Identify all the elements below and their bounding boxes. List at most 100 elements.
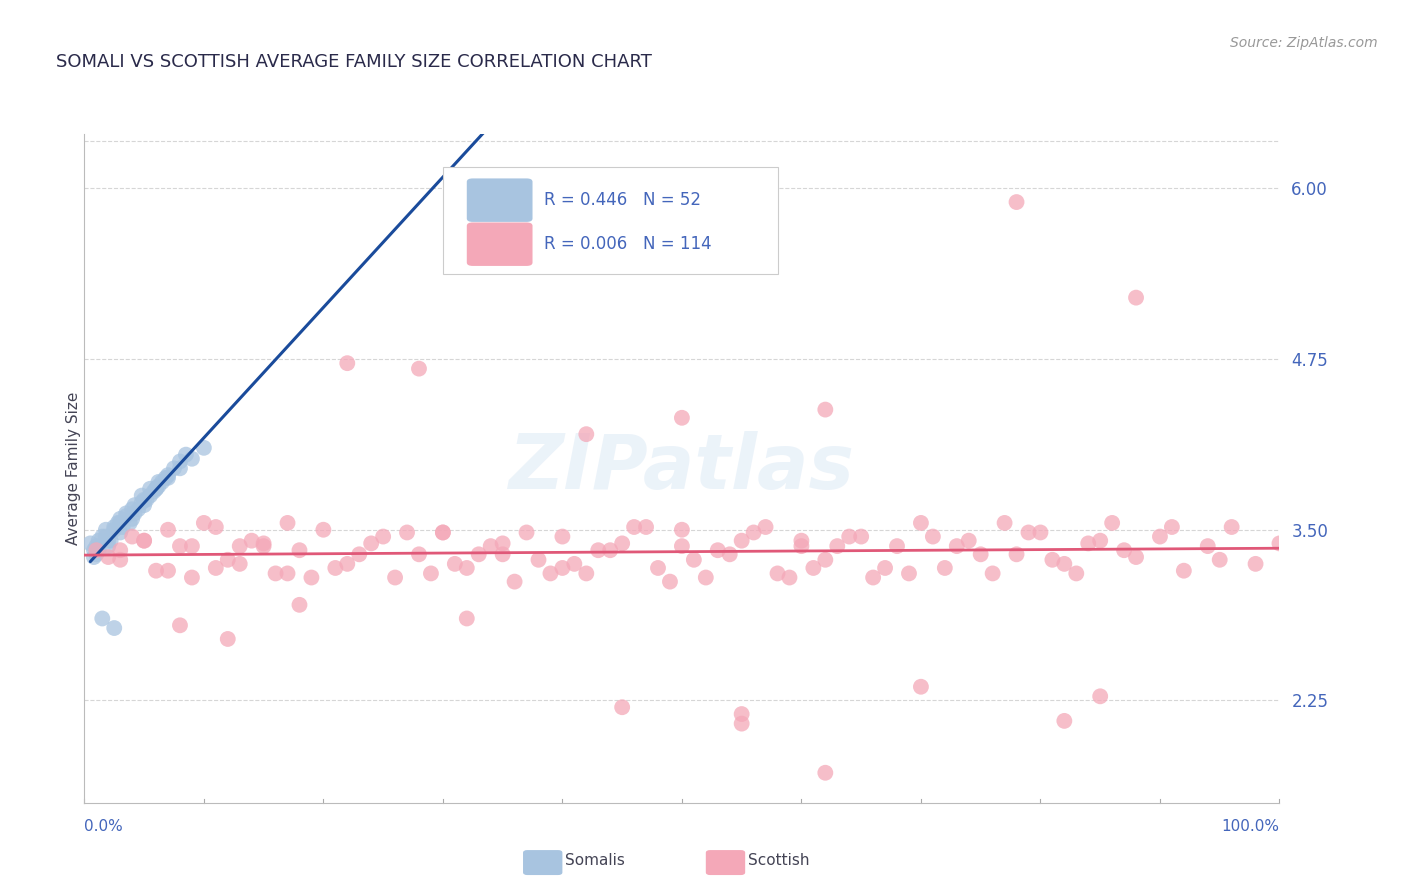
Point xyxy=(801,561,824,575)
Point xyxy=(540,566,562,581)
Point xyxy=(814,402,837,417)
Point xyxy=(180,451,202,466)
Point xyxy=(1160,520,1182,534)
Point xyxy=(288,598,311,612)
Point xyxy=(87,533,110,548)
Point xyxy=(169,454,191,468)
Point xyxy=(107,516,129,530)
Point xyxy=(139,482,162,496)
Point xyxy=(671,523,693,537)
Point xyxy=(1149,530,1171,544)
Point xyxy=(205,561,228,575)
Point xyxy=(875,561,897,575)
Point xyxy=(731,533,754,548)
Point xyxy=(910,680,932,694)
Point xyxy=(97,549,120,564)
Point xyxy=(312,523,335,537)
Text: Source: ZipAtlas.com: Source: ZipAtlas.com xyxy=(1230,36,1378,50)
Point xyxy=(384,570,406,584)
Point xyxy=(970,547,993,561)
Point xyxy=(408,547,430,561)
Point xyxy=(97,539,120,553)
Point xyxy=(551,530,574,544)
Point xyxy=(1197,539,1219,553)
Point xyxy=(432,525,454,540)
Point xyxy=(1053,714,1076,728)
Point xyxy=(142,484,165,499)
Text: R = 0.446   N = 52: R = 0.446 N = 52 xyxy=(544,191,702,209)
Point xyxy=(516,525,538,540)
Point xyxy=(1244,557,1267,571)
Point xyxy=(86,547,108,561)
Point xyxy=(610,536,633,550)
FancyBboxPatch shape xyxy=(467,222,533,266)
Point xyxy=(150,475,173,489)
Point xyxy=(1088,533,1111,548)
Point xyxy=(86,539,108,553)
Point xyxy=(110,512,132,526)
Point xyxy=(766,566,789,581)
Text: R = 0.006   N = 114: R = 0.006 N = 114 xyxy=(544,235,711,253)
Point xyxy=(957,533,980,548)
Point xyxy=(1018,525,1040,540)
Point xyxy=(121,530,143,544)
Point xyxy=(157,564,180,578)
Text: Somalis: Somalis xyxy=(565,854,626,868)
Point xyxy=(838,530,860,544)
Point xyxy=(444,557,467,571)
Point xyxy=(588,543,610,558)
Point xyxy=(169,539,191,553)
Point xyxy=(467,547,491,561)
FancyBboxPatch shape xyxy=(443,168,778,275)
Point xyxy=(336,557,359,571)
Point xyxy=(139,489,162,503)
Point xyxy=(1220,520,1243,534)
Point xyxy=(742,525,765,540)
Point xyxy=(934,561,956,575)
Point xyxy=(115,507,138,521)
Point xyxy=(91,611,114,625)
FancyBboxPatch shape xyxy=(467,178,533,222)
Point xyxy=(253,536,276,550)
Point xyxy=(1101,516,1123,530)
Point xyxy=(217,632,239,646)
Point xyxy=(707,543,730,558)
Point xyxy=(193,516,215,530)
Point xyxy=(86,543,108,558)
Point xyxy=(169,461,191,475)
Point xyxy=(1125,549,1147,564)
Point xyxy=(193,441,215,455)
Point xyxy=(1005,195,1028,210)
Point xyxy=(124,507,146,521)
Point xyxy=(94,530,117,544)
Point xyxy=(131,495,153,509)
Point xyxy=(910,516,932,530)
Y-axis label: Average Family Size: Average Family Size xyxy=(66,392,80,545)
Point xyxy=(396,525,419,540)
Point xyxy=(1040,553,1064,567)
Point xyxy=(1112,543,1135,558)
Point xyxy=(981,566,1004,581)
Point xyxy=(1173,564,1195,578)
Point xyxy=(575,427,598,442)
Point xyxy=(180,570,202,584)
Point xyxy=(97,533,120,548)
Point xyxy=(754,520,776,534)
Point xyxy=(145,564,167,578)
Point xyxy=(371,530,394,544)
Point xyxy=(360,536,382,550)
Point xyxy=(718,547,741,561)
Point xyxy=(695,570,717,584)
Point xyxy=(599,543,621,558)
Point xyxy=(1053,557,1076,571)
Point xyxy=(110,553,132,567)
Point xyxy=(814,553,837,567)
Point xyxy=(1029,525,1052,540)
Point xyxy=(945,539,967,553)
Point xyxy=(228,557,252,571)
Point xyxy=(779,570,801,584)
Point xyxy=(1066,566,1088,581)
Point xyxy=(1268,536,1291,550)
Point xyxy=(228,539,252,553)
Point xyxy=(301,570,323,584)
